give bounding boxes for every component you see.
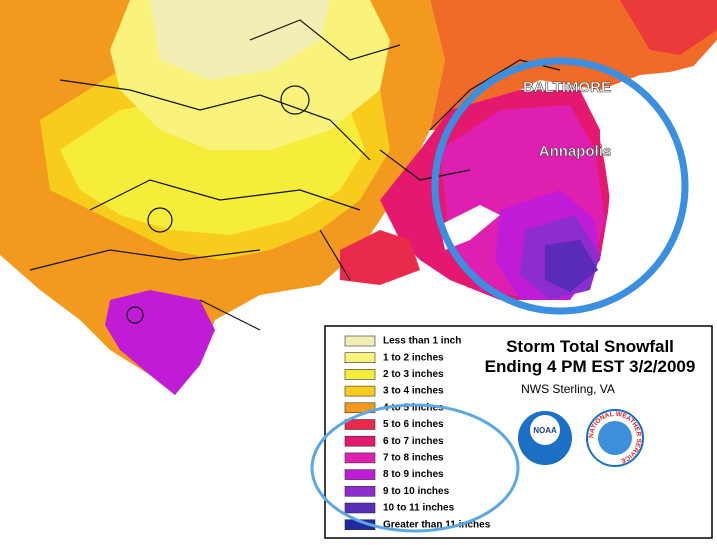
- legend-swatch: [344, 469, 376, 480]
- legend-label: 1 to 2 inches: [383, 352, 444, 363]
- contour: [280, 85, 310, 115]
- legend-label: 4 to 5 inches: [383, 402, 444, 413]
- legend-swatch: [344, 419, 376, 430]
- region: [340, 230, 420, 285]
- legend-label: 2 to 3 inches: [383, 369, 444, 380]
- legend-swatch: [344, 369, 376, 380]
- legend-swatch: [344, 352, 376, 364]
- legend-label: 7 to 8 inches: [383, 453, 444, 464]
- legend-box: [324, 325, 713, 539]
- region: [545, 240, 598, 292]
- legend-subtitle: Ending 4 PM EST 3/2/2009: [485, 357, 696, 376]
- legend-items: Less than 1 inch 1 to 2 inches 2 to 3 inch…: [344, 335, 491, 531]
- legend-label: 10 to 11 inches: [383, 503, 455, 514]
- legend-swatch: [344, 502, 376, 514]
- county-line: [29, 19, 561, 331]
- legend-label: 5 to 6 inches: [383, 419, 444, 430]
- highlight-circle: [431, 57, 689, 315]
- bay-water: [600, 60, 717, 330]
- city-label: Annapolis: [539, 143, 612, 160]
- legend-swatch: [344, 385, 376, 397]
- legend-swatch: [344, 335, 376, 347]
- region: [105, 290, 215, 395]
- legend-label: Less than 1 inch: [383, 336, 461, 347]
- legend-swatch: [344, 485, 376, 497]
- legend-swatch: [344, 452, 376, 464]
- legend-source: NWS Sterling, VA: [521, 382, 615, 396]
- nws-logo-inner: [598, 421, 632, 455]
- noaa-logo-inner: [530, 415, 560, 445]
- highlight-ellipse: [310, 403, 520, 533]
- legend-label: 3 to 4 inches: [383, 386, 444, 397]
- river: [440, 205, 500, 250]
- legend-label: 6 to 7 inches: [383, 436, 444, 447]
- legend-title: Storm Total Snowfall: [506, 337, 674, 356]
- legend-label: Greater than 11 inches: [383, 519, 491, 530]
- contour: [147, 207, 173, 233]
- region: [150, 0, 330, 80]
- legend-label: 8 to 9 inches: [383, 469, 444, 480]
- legend-swatch: [344, 519, 376, 531]
- legend-swatch: [344, 435, 376, 447]
- contour: [126, 306, 144, 324]
- legend-label: 9 to 10 inches: [383, 486, 450, 497]
- legend-swatch: [344, 402, 376, 414]
- city-label: BALTIMORE: [523, 79, 611, 96]
- region: [620, 0, 717, 55]
- noaa-text: NOAA: [533, 426, 557, 435]
